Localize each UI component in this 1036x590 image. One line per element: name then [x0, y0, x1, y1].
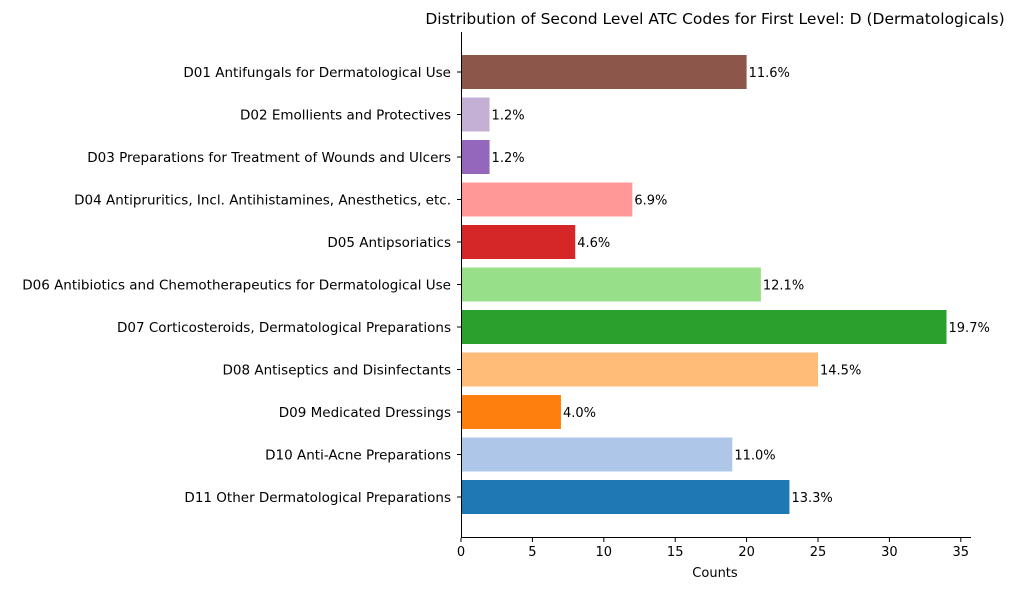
category-label: D04 Antipruritics, Incl. Antihistamines,… — [74, 193, 451, 209]
bar-d11 — [461, 480, 790, 514]
bar-d07 — [461, 310, 947, 344]
data-label: 14.5% — [820, 364, 861, 379]
category-label: D01 Antifungals for Dermatological Use — [183, 65, 451, 81]
category-label: D02 Emollients and Protectives — [240, 108, 451, 124]
chart-title: Distribution of Second Level ATC Codes f… — [425, 10, 1004, 28]
bar-d02 — [461, 97, 490, 132]
x-tick-label: 5 — [528, 545, 536, 560]
data-label: 13.3% — [791, 491, 832, 506]
x-tick-label: 35 — [953, 545, 970, 560]
data-label: 4.0% — [563, 406, 596, 421]
category-label: D03 Preparations for Treatment of Wounds… — [87, 150, 451, 166]
data-label: 12.1% — [763, 279, 804, 294]
category-label: D10 Anti-Acne Preparations — [265, 448, 451, 464]
x-ticks: 0 5 10 15 20 25 30 35 — [457, 538, 969, 560]
data-label: 11.6% — [749, 66, 790, 81]
bar-d01 — [461, 55, 747, 89]
category-label: D11 Other Dermatological Preparations — [184, 490, 451, 506]
x-tick-label: 30 — [881, 545, 898, 560]
bars-group — [461, 55, 947, 514]
bar-d05 — [461, 225, 576, 259]
bar-d03 — [461, 140, 490, 174]
bar-d06 — [461, 267, 761, 302]
data-label: 1.2% — [492, 109, 525, 124]
data-label: 6.9% — [634, 194, 667, 209]
data-labels: 11.6% 1.2% 1.2% 6.9% 4.6% 12.1% 19.7% 14.5% 4.0%… — [492, 66, 990, 506]
x-axis-label: Counts — [692, 566, 738, 581]
data-label: 4.6% — [577, 236, 610, 251]
data-label: 1.2% — [492, 151, 525, 166]
x-tick-label: 10 — [596, 545, 613, 560]
bar-d10 — [461, 437, 733, 472]
category-label: D05 Antipsoriatics — [327, 235, 451, 251]
category-labels: D01 Antifungals for Dermatological Use D0… — [22, 65, 461, 506]
category-label: D09 Medicated Dressings — [279, 405, 451, 421]
bar-d08 — [461, 352, 818, 387]
x-tick-label: 25 — [810, 545, 827, 560]
bar-d09 — [461, 395, 561, 429]
data-label: 19.7% — [949, 321, 990, 336]
x-tick-label: 20 — [738, 545, 755, 560]
data-label: 11.0% — [734, 449, 775, 464]
x-tick-label: 0 — [457, 545, 465, 560]
category-label: D06 Antibiotics and Chemotherapeutics fo… — [22, 278, 451, 294]
category-label: D08 Antiseptics and Disinfectants — [222, 363, 451, 379]
category-label: D07 Corticosteroids, Dermatological Prep… — [117, 320, 451, 336]
bar-d04 — [461, 182, 633, 217]
x-tick-label: 15 — [667, 545, 684, 560]
